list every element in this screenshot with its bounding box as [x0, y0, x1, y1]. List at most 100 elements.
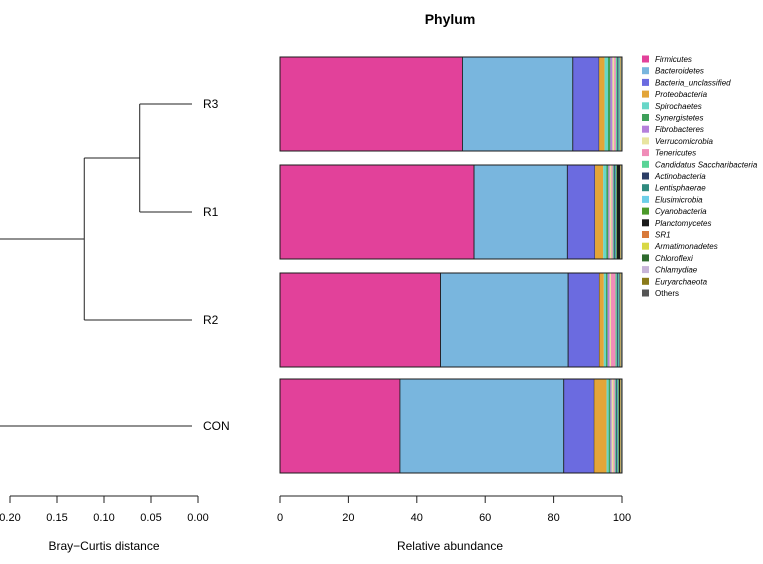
- bar-segment: [605, 273, 608, 367]
- legend-swatch: [642, 125, 649, 133]
- legend-label: Fibrobacteres: [655, 125, 704, 134]
- bar-segment: [462, 56, 574, 152]
- dendrogram-axis: 0.20 0.15 0.10 0.05 0.00: [0, 495, 209, 524]
- bar-segment: [616, 165, 617, 259]
- legend-swatch: [642, 78, 649, 86]
- bar-segment: [399, 378, 565, 474]
- legend-swatch: [642, 102, 649, 110]
- bar-segment: [610, 379, 612, 473]
- legend-swatch: [642, 149, 649, 157]
- bar-segment: [613, 379, 615, 473]
- legend: Firmicutes Bacteroidetes Bacteria_unclassi…: [642, 55, 758, 298]
- bar-segment: [566, 164, 596, 260]
- bar-segment: [279, 378, 401, 474]
- legend-label: Euryarchaeota: [655, 277, 708, 286]
- bar-segment: [616, 273, 618, 367]
- bar-outline: [279, 378, 623, 474]
- dendrogram-axis-label: Bray−Curtis distance: [48, 539, 159, 553]
- sample-label: CON: [203, 419, 230, 433]
- stacked-bars: [279, 56, 623, 474]
- bar-segment: [617, 379, 619, 473]
- legend-swatch: [642, 137, 649, 145]
- sample-label: R2: [203, 313, 219, 327]
- bar-segment: [599, 57, 605, 151]
- bar-segment: [604, 57, 608, 151]
- bar-segment: [609, 273, 612, 367]
- legend-label: Bacteria_unclassified: [655, 78, 731, 87]
- bar-axis-tick-label: 80: [547, 512, 559, 524]
- bar-segment: [614, 57, 616, 151]
- dendrogram-axis-tick-label: 0.05: [140, 512, 161, 524]
- legend-label: Elusimicrobia: [655, 195, 703, 204]
- bar-axis-tick-label: 20: [342, 512, 354, 524]
- legend-label: Proteobacteria: [655, 90, 708, 99]
- bar-segment: [609, 165, 612, 259]
- legend-label: Lentisphaerae: [655, 184, 706, 193]
- legend-label: Armatimonadetes: [654, 242, 718, 251]
- dendrogram-axis-tick-label: 0.00: [187, 512, 208, 524]
- bar-segment: [617, 57, 619, 151]
- bar-segment: [563, 378, 595, 474]
- legend-swatch: [642, 172, 649, 180]
- bar-outline: [279, 272, 623, 368]
- legend-label: SR1: [655, 231, 671, 240]
- legend-label: Candidatus Saccharibacteria: [655, 160, 758, 169]
- bar-segment: [616, 379, 618, 473]
- legend-swatch: [642, 254, 649, 262]
- legend-swatch: [642, 195, 649, 203]
- legend-swatch: [642, 207, 649, 215]
- bar-segment: [279, 272, 441, 368]
- legend-swatch: [642, 114, 649, 121]
- bar-segment: [615, 273, 617, 367]
- bar-segment: [608, 165, 610, 259]
- bar-segment: [615, 379, 617, 473]
- legend-label: Chlamydiae: [655, 266, 698, 275]
- legend-swatch: [642, 55, 649, 63]
- legend-label: Chloroflexi: [655, 254, 693, 263]
- legend-swatch: [642, 242, 649, 250]
- bar-segment: [594, 379, 607, 473]
- legend-label: Actinobacteria: [654, 172, 706, 181]
- dendrogram-axis-tick-label: 0.10: [93, 512, 114, 524]
- legend-swatch: [642, 184, 649, 192]
- legend-swatch: [642, 231, 649, 238]
- bar-segment: [572, 56, 600, 152]
- bar-segment: [440, 272, 569, 368]
- bar-segment: [615, 57, 618, 151]
- bar-segment: [616, 165, 621, 259]
- dendrogram: [0, 103, 192, 427]
- legend-label: Others: [655, 289, 679, 298]
- legend-label: Synergistetes: [655, 114, 703, 123]
- legend-label: Cyanobacteria: [655, 207, 707, 216]
- bar-axis-tick-label: 40: [411, 512, 423, 524]
- legend-swatch: [642, 67, 649, 75]
- bar-segment: [614, 165, 616, 259]
- bar-segment: [567, 272, 600, 368]
- bar-segment: [595, 165, 604, 259]
- bar-axis-tick-label: 60: [479, 512, 491, 524]
- legend-label: Spirochaetes: [655, 102, 702, 111]
- bar-segment: [618, 57, 619, 151]
- legend-swatch: [642, 160, 649, 168]
- bar-segment: [473, 164, 568, 260]
- bar-segment: [618, 379, 619, 473]
- bar-segment: [599, 273, 604, 367]
- bar-segment: [611, 273, 616, 367]
- bar-segment: [607, 273, 610, 367]
- bar-outline: [279, 56, 623, 152]
- sample-label: R1: [203, 205, 219, 219]
- bar-segment: [279, 56, 463, 152]
- bar-segment: [613, 165, 615, 259]
- legend-swatch: [642, 266, 649, 274]
- bar-segment: [608, 379, 611, 473]
- bar-segment: [614, 379, 616, 473]
- bar-axis: 0 20 40 60 80 100: [277, 495, 631, 524]
- bar-segment: [279, 164, 475, 260]
- legend-swatch: [642, 219, 649, 227]
- bar-axis-tick-label: 100: [613, 512, 631, 524]
- bar-segment: [606, 379, 609, 473]
- bar-segment: [617, 273, 619, 367]
- chart-title: Phylum: [425, 11, 476, 27]
- bar-segment: [607, 57, 611, 151]
